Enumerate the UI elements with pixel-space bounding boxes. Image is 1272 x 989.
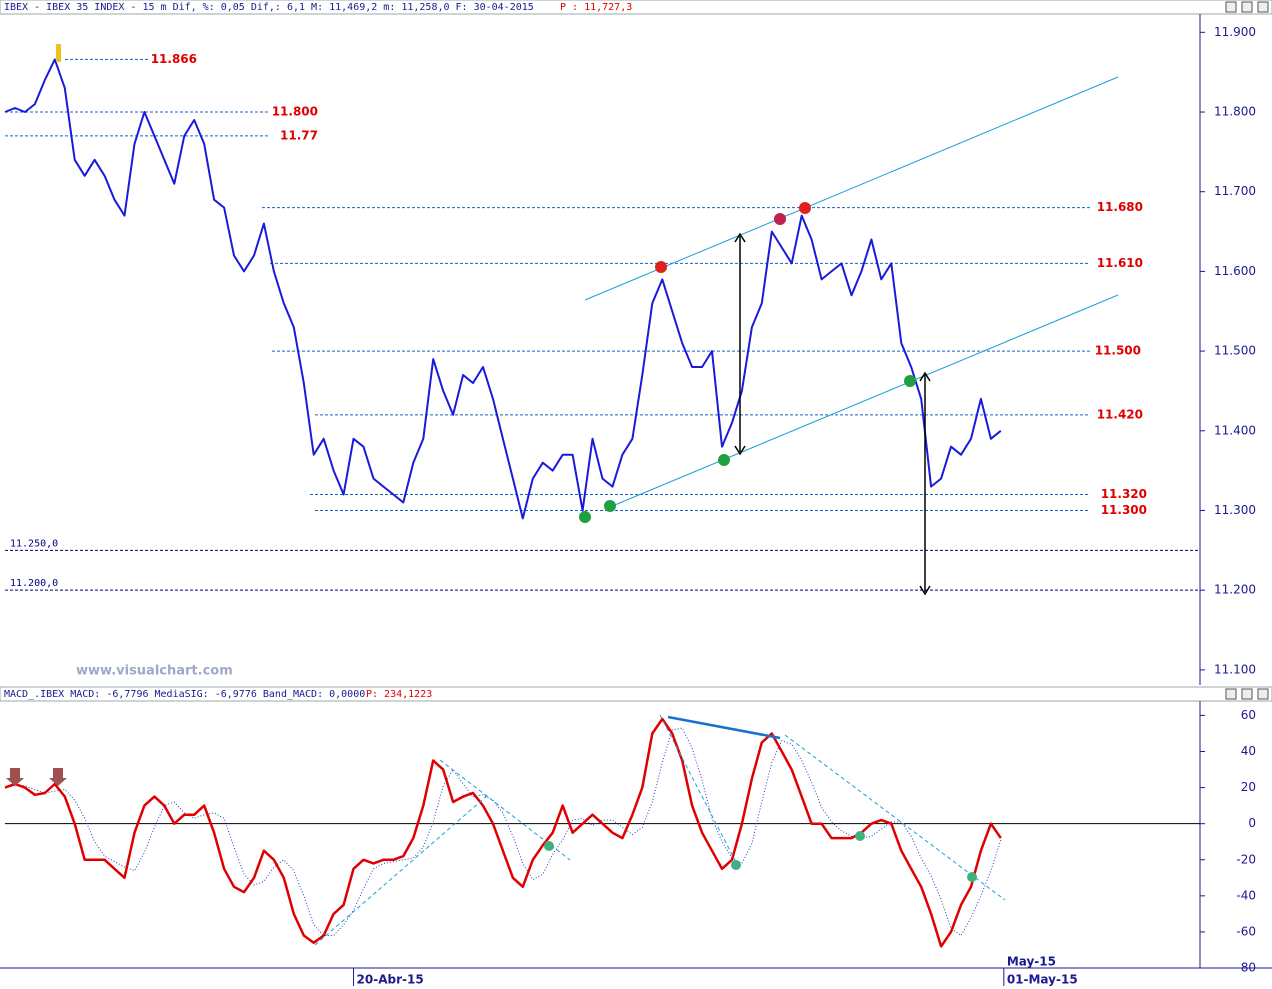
arrow-heads — [734, 232, 746, 456]
level-label: 11.77 — [280, 128, 318, 142]
high-marker — [56, 44, 61, 62]
trendline — [314, 794, 489, 946]
y-tick-label: 11.700 — [1214, 184, 1256, 198]
down-arrow — [6, 768, 24, 786]
trendline — [659, 714, 741, 871]
price-header-bar — [0, 0, 1272, 15]
maximize-button[interactable] — [1241, 1, 1253, 13]
y-tick-label: -40 — [1236, 888, 1256, 902]
y-tick-label: -80 — [1236, 961, 1256, 975]
macd-markers — [6, 768, 977, 882]
macd-header-bar — [0, 686, 1272, 702]
price-header-extra: P : 11,727,3 — [560, 2, 632, 13]
month-label: May-15 — [1007, 955, 1056, 969]
y-tick-label: 11.500 — [1214, 344, 1256, 358]
level-label: 11.680 — [1097, 200, 1143, 214]
y-tick-label: 11.900 — [1214, 25, 1256, 39]
down-arrow — [49, 768, 67, 786]
cross-marker — [855, 831, 865, 841]
y-tick-label: 0 — [1248, 816, 1256, 830]
top-marker — [799, 202, 811, 214]
maximize-button[interactable] — [1241, 688, 1253, 700]
y-tick-label: 11.800 — [1214, 105, 1256, 119]
arrow-heads — [919, 371, 931, 596]
support-label: 11.250,0 — [10, 538, 58, 549]
y-tick-label: -20 — [1236, 852, 1256, 866]
level-label: 11.866 — [151, 52, 197, 66]
bottom-marker — [718, 454, 730, 466]
divergence-line — [667, 715, 781, 740]
top-marker — [655, 261, 667, 273]
macd-header-extra: P: 234,1223 — [366, 689, 432, 700]
price-header: IBEX - IBEX 35 INDEX - 15 m Dif, %: 0,05… — [4, 2, 534, 13]
x-tick-label: 01-May-15 — [1007, 973, 1078, 987]
level-label: 11.800 — [272, 105, 318, 119]
y-tick-label: 60 — [1241, 708, 1256, 722]
cross-marker — [967, 872, 977, 882]
level-label: 11.300 — [1101, 503, 1147, 517]
trendline — [784, 734, 1006, 901]
y-tick-label: 40 — [1241, 744, 1256, 758]
level-label: 11.420 — [1097, 407, 1143, 421]
bottom-marker — [579, 511, 591, 523]
cross-marker — [731, 860, 741, 870]
series-line — [4, 58, 1002, 520]
y-tick-label: 11.100 — [1214, 662, 1256, 676]
top-marker — [774, 213, 786, 225]
y-tick-label: 11.200 — [1214, 583, 1256, 597]
cross-marker — [544, 841, 554, 851]
y-tick-label: 11.600 — [1214, 264, 1256, 278]
level-label: 11.610 — [1097, 256, 1143, 270]
close-button[interactable] — [1257, 1, 1269, 13]
support-label: 11.200,0 — [10, 578, 58, 589]
y-tick-label: 20 — [1241, 780, 1256, 794]
y-tick-label: -60 — [1236, 924, 1256, 938]
x-tick-label: 20-Abr-15 — [357, 973, 424, 987]
bottom-marker — [604, 500, 616, 512]
y-tick-label: 11.300 — [1214, 503, 1256, 517]
level-label: 11.320 — [1101, 487, 1147, 501]
minimize-button[interactable] — [1225, 688, 1237, 700]
series-line — [4, 717, 1002, 948]
macd-header: MACD_.IBEX MACD: -6,7796 MediaSIG: -6,97… — [4, 689, 365, 700]
measure-arrows — [734, 232, 931, 596]
channel-lower — [609, 294, 1119, 508]
channel-upper — [584, 76, 1119, 301]
bottom-marker — [904, 375, 916, 387]
watermark: www.visualchart.com — [76, 664, 233, 679]
level-label: 11.500 — [1095, 344, 1141, 358]
y-tick-label: 11.400 — [1214, 423, 1256, 437]
pivot-markers — [56, 44, 916, 523]
close-button[interactable] — [1257, 688, 1269, 700]
minimize-button[interactable] — [1225, 1, 1237, 13]
